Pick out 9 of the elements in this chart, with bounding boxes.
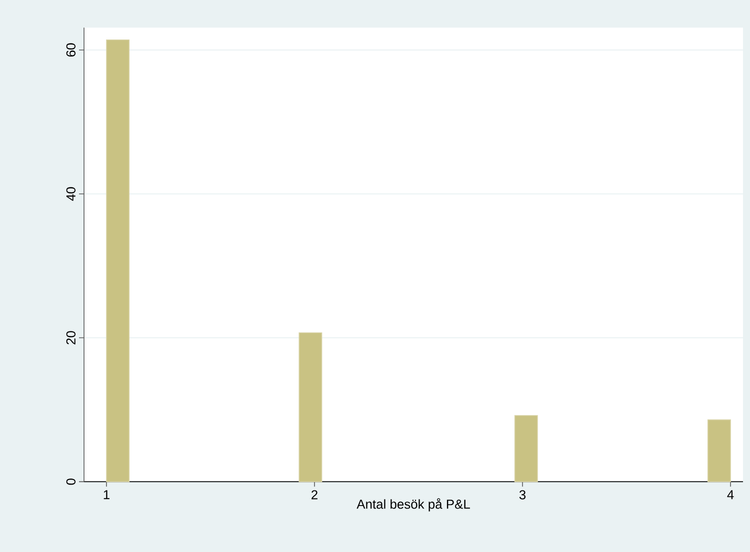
x-tick-label: 1 — [104, 490, 110, 500]
x-tick-label: 4 — [727, 490, 734, 500]
x-tick-label: 3 — [519, 490, 526, 500]
y-tick-label: 60 — [66, 43, 76, 57]
y-tick-label: 0 — [66, 478, 76, 485]
x-axis-title: Antal besök på P&L — [356, 498, 470, 512]
y-tick-label: 20 — [66, 331, 76, 344]
y-tick-label: 40 — [66, 187, 76, 201]
x-tick-label: 2 — [312, 490, 318, 500]
